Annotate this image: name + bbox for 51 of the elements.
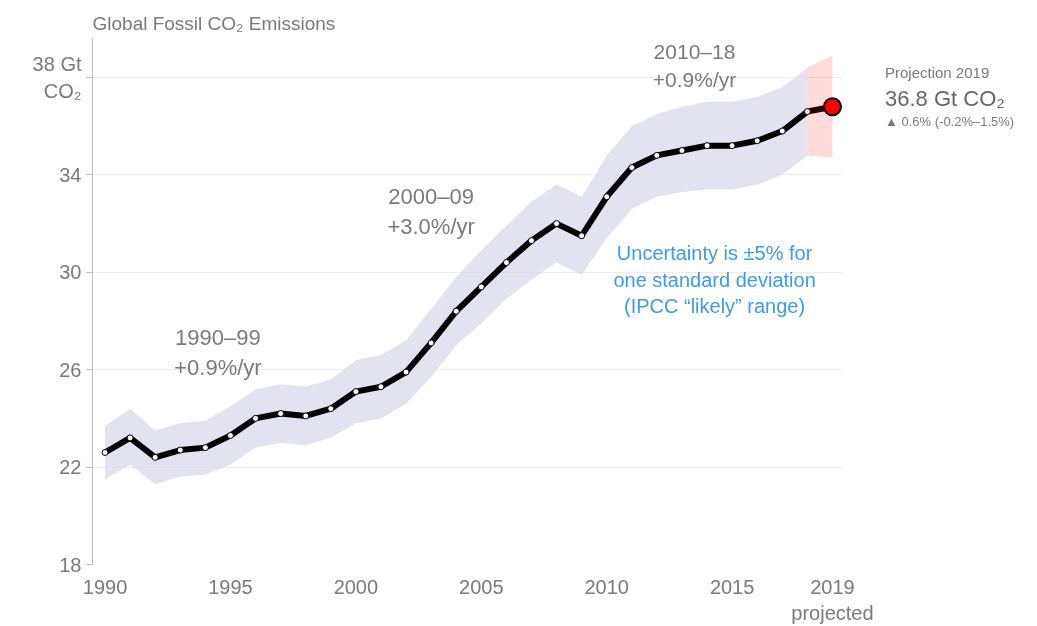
annotation: 1990–99 +0.9%/yr — [174, 325, 262, 381]
text: 36.8 Gt CO₂ — [885, 85, 1005, 113]
text: ▲ 0.6% (-0.2%–1.5%) — [885, 113, 1015, 131]
x-tick-label: 1990 — [82, 575, 128, 598]
x-tick-label: 2015 — [709, 575, 755, 598]
y-tick-label: 34 — [59, 163, 82, 186]
point — [327, 405, 335, 413]
point — [402, 368, 410, 376]
x-tick-label: 1995 — [208, 575, 253, 598]
point — [653, 151, 661, 159]
x-tick-label: 2005 — [459, 575, 504, 598]
y-tick-label: 22 — [59, 456, 82, 479]
point — [176, 446, 184, 454]
y-tick-label: 18 — [59, 553, 82, 576]
point — [201, 444, 209, 452]
point — [377, 383, 385, 391]
text: Projection 2019 — [885, 63, 990, 83]
point — [452, 307, 460, 315]
point — [126, 434, 134, 442]
point — [803, 108, 811, 116]
point — [678, 147, 686, 155]
point — [603, 193, 611, 201]
point — [753, 137, 761, 145]
point — [822, 97, 842, 117]
point — [578, 232, 586, 240]
y-tick-label: 26 — [59, 358, 82, 381]
point — [553, 220, 561, 228]
point — [252, 414, 260, 422]
point — [151, 453, 159, 461]
annotation: 2010–18 +0.9%/yr — [652, 39, 737, 91]
point — [502, 259, 510, 267]
chart-title: Global Fossil CO₂ Emissions — [92, 12, 336, 34]
point — [477, 283, 485, 291]
annotation: Uncertainty is ±5% for one standard deviation (IPCC “likely” range) — [613, 242, 816, 317]
point — [527, 237, 535, 245]
point — [277, 410, 285, 418]
y-tick-label: 38 Gt CO₂ — [32, 53, 82, 102]
point — [226, 431, 234, 439]
x-tick-label: 2010 — [584, 575, 629, 598]
y-tick-label: 30 — [59, 261, 82, 284]
point — [302, 412, 310, 420]
x-tick-label: 2000 — [333, 575, 379, 598]
annotation: 2000–09 +3.0%/yr — [387, 183, 475, 239]
point — [778, 127, 786, 135]
point — [728, 142, 736, 150]
point — [703, 142, 711, 150]
point — [352, 388, 360, 396]
x-tick-label: 2019 projected — [791, 575, 874, 624]
point — [628, 164, 636, 172]
point — [427, 339, 435, 347]
point — [101, 448, 109, 456]
